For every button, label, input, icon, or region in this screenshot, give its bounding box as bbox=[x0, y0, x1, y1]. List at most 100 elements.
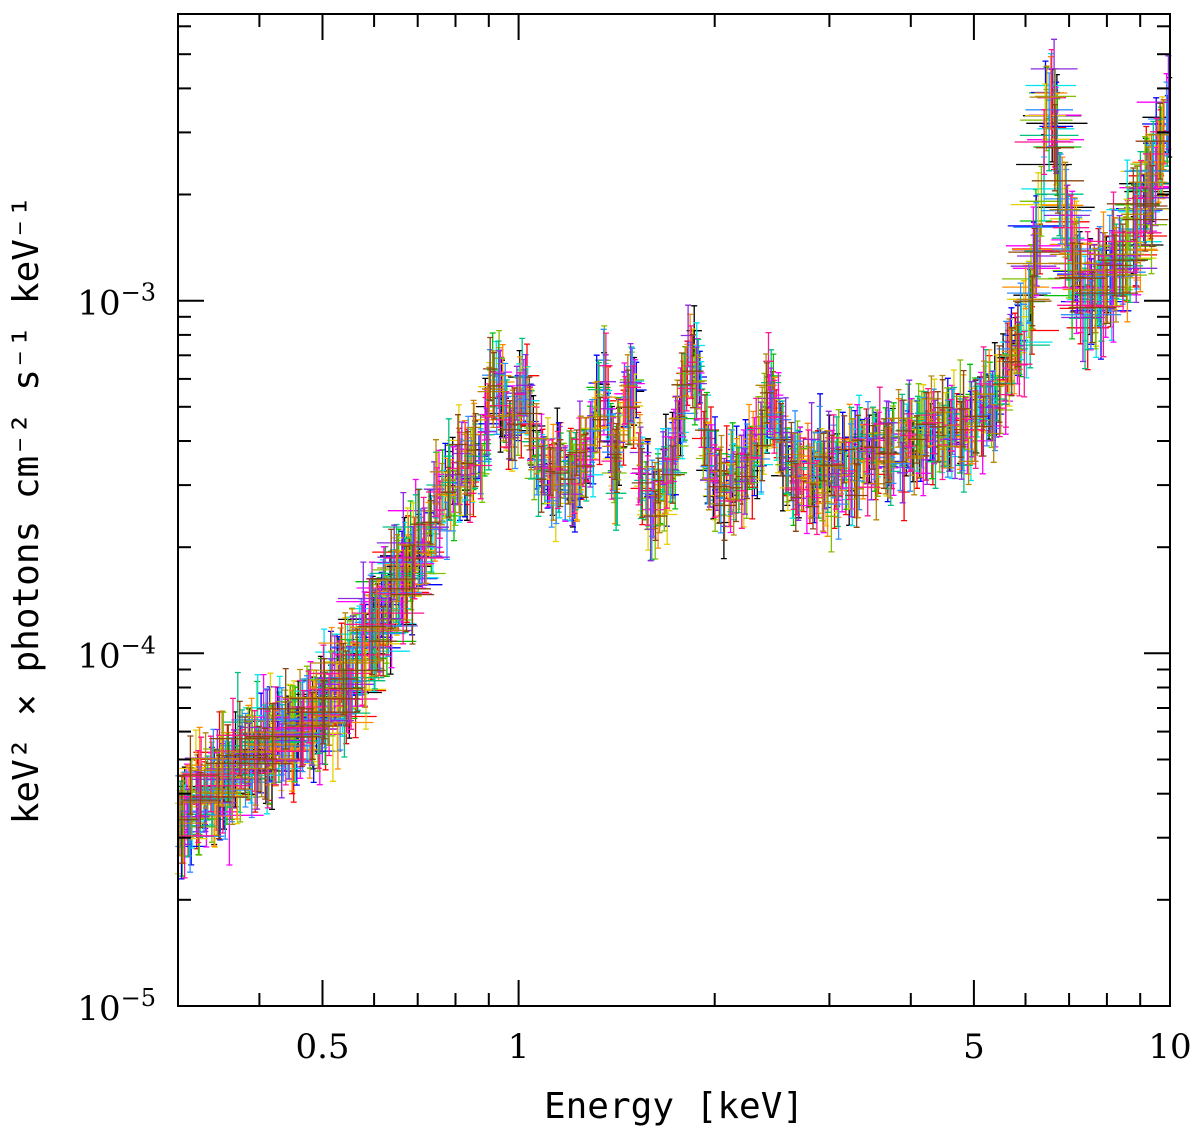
data-point bbox=[973, 378, 986, 427]
data-point bbox=[659, 457, 674, 509]
data-point bbox=[809, 460, 825, 536]
data-point bbox=[1034, 56, 1068, 131]
data-point bbox=[703, 448, 715, 511]
data-point bbox=[488, 349, 512, 395]
data-point bbox=[513, 337, 531, 416]
data-point bbox=[178, 775, 199, 864]
data-point bbox=[1035, 152, 1084, 237]
data-point bbox=[934, 387, 960, 466]
data-point bbox=[822, 410, 835, 486]
data-point bbox=[533, 437, 555, 496]
data-point bbox=[593, 386, 606, 466]
data-point bbox=[726, 445, 749, 500]
data-point bbox=[617, 384, 631, 442]
data-point bbox=[770, 402, 792, 477]
data-point bbox=[939, 424, 964, 469]
data-point bbox=[1102, 219, 1140, 297]
data-point bbox=[972, 407, 993, 475]
data-point bbox=[1003, 312, 1027, 371]
data-point bbox=[337, 615, 368, 697]
data-point bbox=[992, 345, 1007, 423]
data-point bbox=[1048, 223, 1100, 304]
data-point bbox=[223, 733, 258, 823]
data-point bbox=[794, 437, 813, 513]
data-point bbox=[746, 455, 759, 520]
data-point bbox=[737, 429, 751, 480]
data-point bbox=[251, 686, 305, 756]
data-point bbox=[780, 431, 794, 494]
data-point bbox=[1051, 190, 1094, 290]
data-point bbox=[287, 680, 360, 745]
data-point bbox=[537, 417, 559, 480]
data-point bbox=[1013, 275, 1052, 327]
data-point bbox=[763, 331, 774, 391]
data-point bbox=[452, 421, 471, 486]
data-point bbox=[1006, 232, 1064, 295]
data-point bbox=[329, 650, 364, 727]
data-point bbox=[764, 373, 775, 433]
data-series bbox=[178, 66, 1170, 877]
data-point bbox=[607, 397, 628, 472]
data-point bbox=[686, 305, 702, 357]
data-point bbox=[290, 670, 327, 744]
data-point bbox=[574, 442, 593, 488]
data-point bbox=[1106, 167, 1160, 241]
data-point bbox=[1084, 255, 1123, 358]
data-point bbox=[422, 495, 441, 573]
data-point bbox=[271, 701, 307, 780]
data-point bbox=[786, 471, 799, 519]
data-point bbox=[413, 507, 436, 586]
data-point bbox=[754, 405, 778, 454]
data-point bbox=[896, 442, 909, 504]
data-series bbox=[178, 102, 1170, 864]
data-point bbox=[482, 336, 498, 401]
data-point bbox=[495, 359, 509, 438]
data-point bbox=[1042, 84, 1067, 171]
data-point bbox=[245, 703, 300, 771]
data-point bbox=[1122, 187, 1169, 252]
data-point bbox=[252, 710, 314, 782]
data-point bbox=[605, 455, 627, 531]
data-point bbox=[377, 549, 416, 611]
data-point bbox=[996, 320, 1016, 377]
data-point bbox=[829, 446, 848, 501]
data-point bbox=[264, 685, 322, 746]
data-point bbox=[545, 447, 556, 496]
data-point bbox=[448, 414, 468, 475]
data-point bbox=[178, 736, 231, 817]
data-point bbox=[1030, 38, 1078, 100]
data-point bbox=[891, 399, 911, 469]
data-point bbox=[482, 350, 505, 429]
data-point bbox=[813, 405, 827, 460]
data-point bbox=[658, 431, 668, 486]
data-point bbox=[223, 671, 253, 773]
data-point bbox=[1094, 226, 1138, 323]
data-point bbox=[318, 608, 386, 678]
data-point bbox=[949, 408, 961, 480]
data-point bbox=[953, 401, 969, 458]
data-point bbox=[601, 389, 616, 440]
data-point bbox=[461, 431, 475, 496]
data-point bbox=[488, 383, 510, 428]
data-point bbox=[560, 430, 581, 503]
data-point bbox=[691, 354, 705, 410]
data-point bbox=[625, 346, 638, 422]
data-point bbox=[1068, 271, 1116, 344]
data-point bbox=[325, 677, 356, 751]
data-point bbox=[446, 404, 471, 477]
data-point bbox=[802, 443, 819, 517]
data-point bbox=[335, 603, 390, 706]
data-point bbox=[796, 445, 807, 511]
y-tick-base: 10 bbox=[77, 636, 120, 676]
data-point bbox=[1139, 146, 1170, 227]
data-point bbox=[477, 407, 497, 456]
data-point bbox=[768, 379, 780, 454]
data-point bbox=[601, 408, 621, 474]
data-point bbox=[661, 408, 687, 465]
data-point bbox=[561, 454, 576, 505]
data-point bbox=[713, 462, 734, 516]
y-tick-exponent: −5 bbox=[121, 984, 156, 1012]
data-point bbox=[921, 375, 942, 423]
data-point bbox=[220, 709, 264, 783]
data-point bbox=[1029, 65, 1064, 129]
